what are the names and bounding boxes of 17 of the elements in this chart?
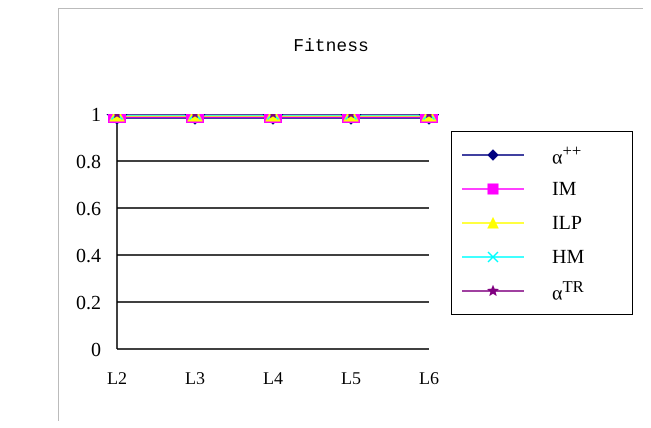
x-tick-label: L5 <box>341 368 361 388</box>
y-tick-label: 0.8 <box>76 151 101 174</box>
y-tick-label: 0 <box>91 339 101 362</box>
x-tick-label: L2 <box>107 368 127 388</box>
x-tick-label: L3 <box>185 368 205 388</box>
x-tick-label: L6 <box>419 368 439 388</box>
x-tick-label: L4 <box>263 368 283 388</box>
y-tick-label: 1 <box>91 104 101 126</box>
legend-label: IM <box>552 178 576 200</box>
legend-label: α$^{++}$ <box>552 140 582 170</box>
legend-label: ILP <box>552 212 582 234</box>
chart-title: Fitness <box>292 37 370 57</box>
y-tick-label: 0.6 <box>76 198 101 220</box>
y-tick-label: 0.2 <box>76 292 101 314</box>
legend-label: α$^{TR}$ <box>552 276 584 306</box>
legend-label: HM <box>552 246 584 268</box>
y-tick-label: 0.4 <box>76 245 101 268</box>
